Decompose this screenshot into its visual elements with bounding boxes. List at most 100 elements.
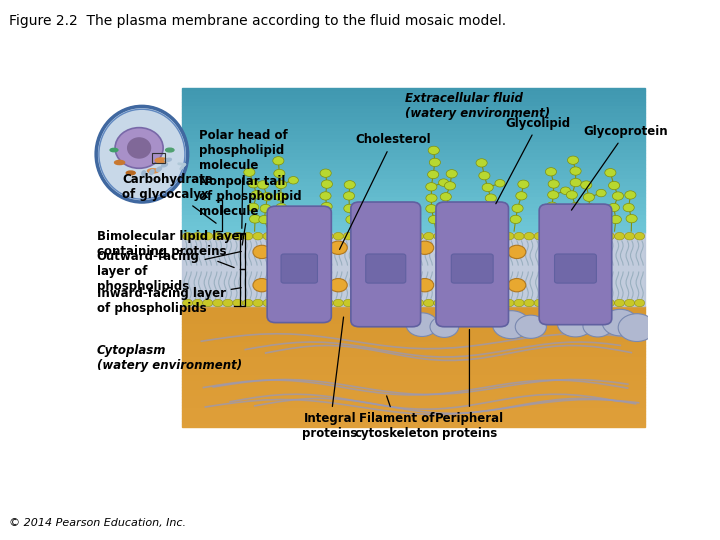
- Circle shape: [454, 232, 464, 240]
- Ellipse shape: [165, 158, 171, 161]
- FancyBboxPatch shape: [281, 254, 318, 283]
- Circle shape: [557, 310, 593, 337]
- Circle shape: [413, 299, 423, 307]
- Circle shape: [354, 299, 364, 307]
- Circle shape: [429, 158, 441, 166]
- Bar: [182, 411, 645, 415]
- Circle shape: [273, 232, 283, 240]
- Circle shape: [222, 232, 233, 240]
- Bar: [182, 110, 645, 113]
- Circle shape: [476, 159, 487, 167]
- Circle shape: [602, 309, 638, 336]
- Circle shape: [244, 168, 255, 177]
- Bar: [182, 351, 645, 354]
- Circle shape: [426, 205, 437, 213]
- Circle shape: [446, 170, 457, 178]
- Bar: [182, 87, 645, 91]
- Circle shape: [508, 279, 526, 292]
- Ellipse shape: [110, 148, 118, 152]
- Circle shape: [489, 205, 500, 213]
- Ellipse shape: [148, 168, 158, 173]
- Circle shape: [260, 204, 271, 213]
- Bar: [182, 150, 645, 153]
- Circle shape: [313, 299, 323, 307]
- Circle shape: [213, 232, 222, 240]
- Circle shape: [258, 181, 269, 189]
- Bar: [182, 381, 645, 384]
- Bar: [182, 366, 645, 369]
- Circle shape: [614, 299, 624, 307]
- Circle shape: [596, 190, 606, 197]
- Text: Integral
proteins: Integral proteins: [302, 317, 358, 440]
- Circle shape: [634, 299, 644, 307]
- Text: Cytoplasm
(watery environment): Cytoplasm (watery environment): [96, 344, 242, 372]
- Circle shape: [474, 232, 484, 240]
- Circle shape: [433, 232, 444, 240]
- Circle shape: [454, 299, 464, 307]
- Circle shape: [485, 194, 496, 202]
- Circle shape: [504, 299, 514, 307]
- Circle shape: [233, 299, 243, 307]
- Circle shape: [518, 180, 529, 188]
- Circle shape: [323, 232, 333, 240]
- Circle shape: [584, 204, 595, 212]
- Circle shape: [545, 167, 557, 176]
- Circle shape: [274, 170, 285, 178]
- Circle shape: [346, 215, 357, 224]
- Circle shape: [276, 180, 287, 188]
- Bar: [182, 230, 645, 233]
- Circle shape: [446, 215, 457, 224]
- Circle shape: [329, 279, 347, 292]
- Circle shape: [516, 315, 546, 339]
- Circle shape: [253, 245, 271, 259]
- Bar: [182, 157, 645, 160]
- Circle shape: [303, 232, 313, 240]
- Bar: [182, 171, 645, 175]
- Ellipse shape: [142, 171, 145, 176]
- Circle shape: [333, 299, 343, 307]
- Circle shape: [570, 202, 581, 211]
- Ellipse shape: [126, 171, 135, 175]
- Bar: [182, 120, 645, 124]
- Circle shape: [288, 177, 298, 184]
- Bar: [182, 106, 645, 110]
- Circle shape: [374, 299, 384, 307]
- Bar: [182, 91, 645, 95]
- Ellipse shape: [96, 106, 188, 202]
- Ellipse shape: [156, 158, 168, 163]
- Circle shape: [510, 215, 521, 224]
- Bar: [182, 135, 645, 139]
- Bar: [182, 226, 645, 230]
- Circle shape: [595, 232, 605, 240]
- Ellipse shape: [150, 170, 154, 174]
- Bar: [182, 99, 645, 102]
- Bar: [182, 363, 645, 366]
- Circle shape: [545, 215, 556, 223]
- Circle shape: [444, 181, 456, 190]
- Circle shape: [233, 232, 243, 240]
- Circle shape: [514, 232, 524, 240]
- Circle shape: [428, 146, 439, 154]
- Bar: [182, 146, 645, 150]
- Circle shape: [440, 193, 451, 201]
- Circle shape: [251, 191, 262, 199]
- Circle shape: [426, 183, 437, 191]
- Circle shape: [318, 215, 328, 223]
- Circle shape: [321, 180, 333, 188]
- Circle shape: [248, 180, 259, 188]
- Circle shape: [516, 192, 527, 200]
- Circle shape: [364, 299, 374, 307]
- Circle shape: [608, 181, 620, 190]
- Bar: [182, 139, 645, 142]
- Circle shape: [364, 232, 374, 240]
- Circle shape: [416, 279, 433, 292]
- Circle shape: [428, 170, 438, 179]
- Circle shape: [484, 232, 494, 240]
- Circle shape: [564, 299, 575, 307]
- Text: Polar head of
phospholipid
molecule: Polar head of phospholipid molecule: [199, 129, 287, 228]
- Ellipse shape: [166, 148, 174, 152]
- Circle shape: [416, 241, 433, 254]
- Circle shape: [512, 204, 523, 212]
- Circle shape: [612, 192, 624, 200]
- Circle shape: [343, 204, 355, 213]
